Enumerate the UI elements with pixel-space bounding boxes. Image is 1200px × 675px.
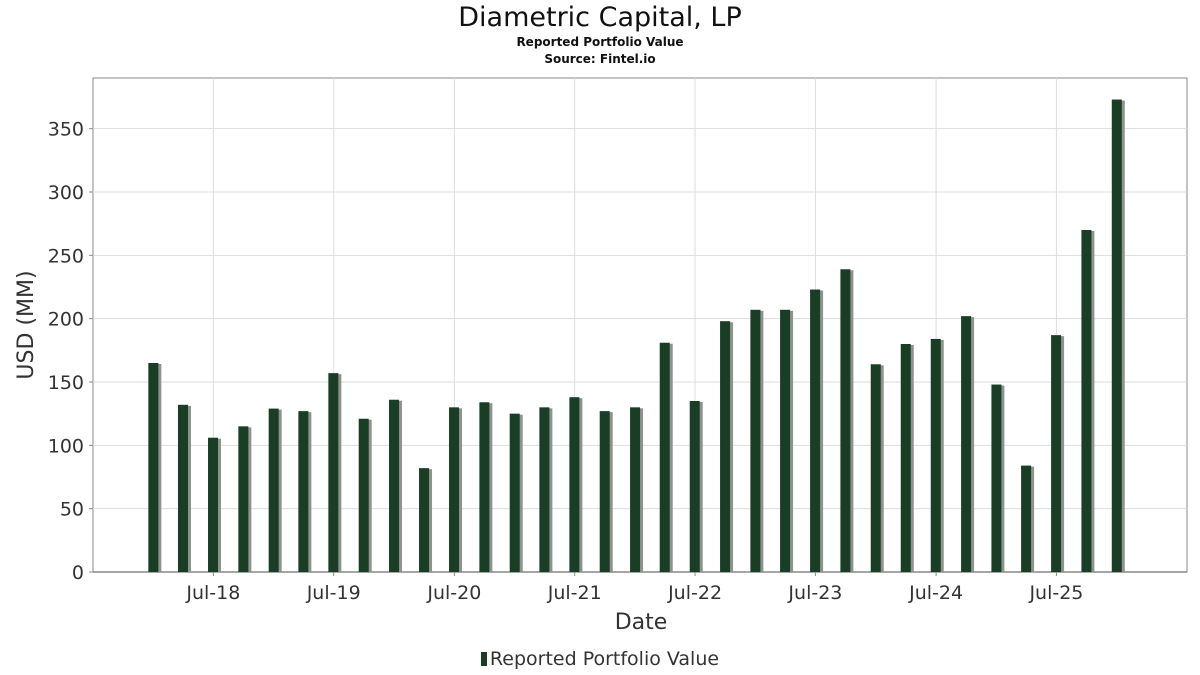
x-tick-label: Jul-23 <box>787 582 842 604</box>
bar <box>358 418 369 572</box>
x-tick-label: Jul-18 <box>185 582 240 604</box>
bar <box>449 407 460 572</box>
bar <box>268 408 279 572</box>
chart-source: Source: Fintel.io <box>544 52 656 66</box>
bar <box>178 404 189 572</box>
y-tick-label: 50 <box>60 499 84 521</box>
x-tick-label: Jul-25 <box>1028 582 1083 604</box>
x-tick-label: Jul-24 <box>908 582 963 604</box>
y-tick-label: 300 <box>48 182 84 204</box>
bar <box>720 321 731 572</box>
bar <box>630 407 641 572</box>
bar <box>750 309 761 572</box>
x-tick-label: Jul-19 <box>306 582 361 604</box>
y-tick-labels: 0 50 100 150 200 250 300 350 <box>48 119 93 584</box>
bar <box>780 309 791 572</box>
bar <box>238 426 249 572</box>
y-tick-label: 250 <box>48 245 84 267</box>
bar <box>298 411 309 572</box>
y-tick-label: 350 <box>48 119 84 141</box>
bar <box>659 342 670 572</box>
bar <box>479 402 490 572</box>
bar <box>599 411 610 572</box>
bar <box>389 399 400 572</box>
bar <box>961 316 972 572</box>
x-tick-labels: Jul-18 Jul-19 Jul-20 Jul-21 Jul-22 Jul-23 Jul-… <box>185 572 1083 604</box>
legend-label: Reported Portfolio Value <box>489 648 720 670</box>
bar <box>1051 335 1062 572</box>
x-tick-label: Jul-21 <box>547 582 602 604</box>
bar <box>870 364 881 572</box>
legend: Reported Portfolio Value <box>0 648 1200 670</box>
bar <box>569 397 580 572</box>
chart-title: Diametric Capital, LP <box>458 2 742 33</box>
bar <box>148 363 159 572</box>
legend-swatch <box>480 652 487 666</box>
bar <box>208 437 219 572</box>
bar <box>539 407 550 572</box>
bar <box>810 289 821 572</box>
y-tick-label: 150 <box>48 372 84 394</box>
y-tick-label: 0 <box>72 562 84 584</box>
bars <box>148 99 1125 573</box>
bar <box>509 413 520 572</box>
bar <box>1021 465 1032 572</box>
x-axis-label: Date <box>615 610 668 635</box>
bar <box>689 401 700 572</box>
x-tick-label: Jul-22 <box>667 582 722 604</box>
bar <box>930 338 941 572</box>
bar <box>991 384 1002 572</box>
bar <box>1111 99 1122 573</box>
bar <box>840 269 851 572</box>
x-tick-label: Jul-20 <box>426 582 481 604</box>
y-tick-label: 100 <box>48 435 84 457</box>
chart-subtitle: Reported Portfolio Value <box>516 35 684 49</box>
y-axis-label: USD (MM) <box>14 270 39 379</box>
bar <box>419 468 430 572</box>
bar <box>900 344 911 572</box>
y-tick-label: 200 <box>48 309 84 331</box>
bar <box>1081 230 1092 572</box>
bar <box>328 373 339 572</box>
